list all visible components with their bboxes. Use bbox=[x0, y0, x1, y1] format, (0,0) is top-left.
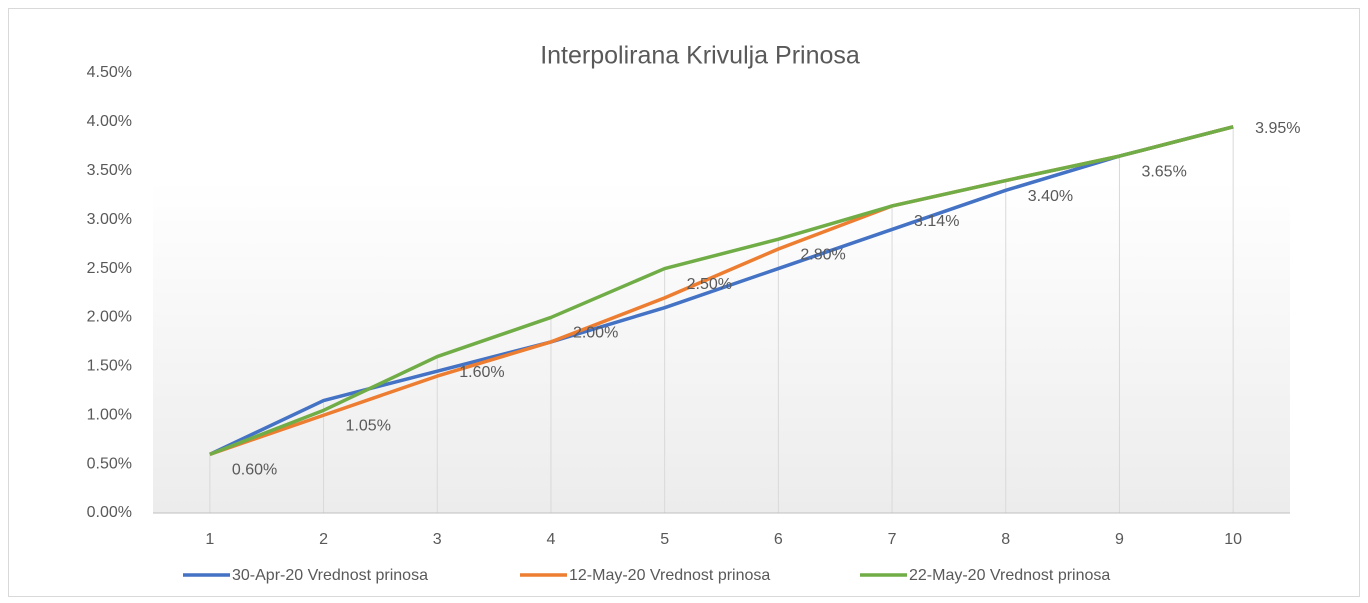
data-label: 3.65% bbox=[1141, 163, 1186, 180]
data-label: 2.80% bbox=[800, 246, 845, 263]
chart-title: Interpolirana Krivulja Prinosa bbox=[540, 42, 860, 70]
series-line bbox=[209, 125, 1234, 456]
data-label: 3.95% bbox=[1255, 120, 1300, 137]
y-tick-label: 3.50% bbox=[87, 162, 132, 179]
legend-label: 22-May-20 Vrednost prinosa bbox=[909, 567, 1110, 584]
y-tick-label: 4.50% bbox=[87, 64, 132, 81]
data-label: 1.60% bbox=[459, 364, 504, 381]
x-tick-label: 2 bbox=[319, 531, 328, 548]
y-tick-label: 1.50% bbox=[87, 358, 132, 375]
x-tick-label: 10 bbox=[1224, 531, 1242, 548]
legend-label: 12-May-20 Vrednost prinosa bbox=[569, 567, 770, 584]
data-label: 3.14% bbox=[914, 213, 959, 230]
plot-background bbox=[153, 180, 1290, 513]
y-tick-label: 0.50% bbox=[87, 455, 132, 472]
x-tick-label: 8 bbox=[1001, 531, 1010, 548]
y-tick-label: 0.00% bbox=[87, 504, 132, 521]
x-tick-label: 4 bbox=[546, 531, 555, 548]
x-tick-label: 6 bbox=[774, 531, 783, 548]
y-tick-label: 2.50% bbox=[87, 260, 132, 277]
y-tick-label: 3.00% bbox=[87, 211, 132, 228]
x-tick-label: 3 bbox=[433, 531, 442, 548]
data-label: 0.60% bbox=[232, 462, 277, 479]
x-tick-label: 1 bbox=[205, 531, 214, 548]
y-tick-label: 4.00% bbox=[87, 113, 132, 130]
data-label: 2.00% bbox=[573, 325, 618, 342]
x-tick-label: 5 bbox=[660, 531, 669, 548]
data-label: 3.40% bbox=[1028, 188, 1073, 205]
series-line bbox=[209, 125, 1234, 456]
y-tick-label: 1.00% bbox=[87, 406, 132, 423]
legend-label: 30-Apr-20 Vrednost prinosa bbox=[232, 567, 428, 584]
x-tick-label: 9 bbox=[1115, 531, 1124, 548]
y-tick-label: 2.00% bbox=[87, 309, 132, 326]
x-tick-label: 7 bbox=[888, 531, 897, 548]
data-label: 1.05% bbox=[346, 418, 391, 435]
data-label: 2.50% bbox=[687, 276, 732, 293]
